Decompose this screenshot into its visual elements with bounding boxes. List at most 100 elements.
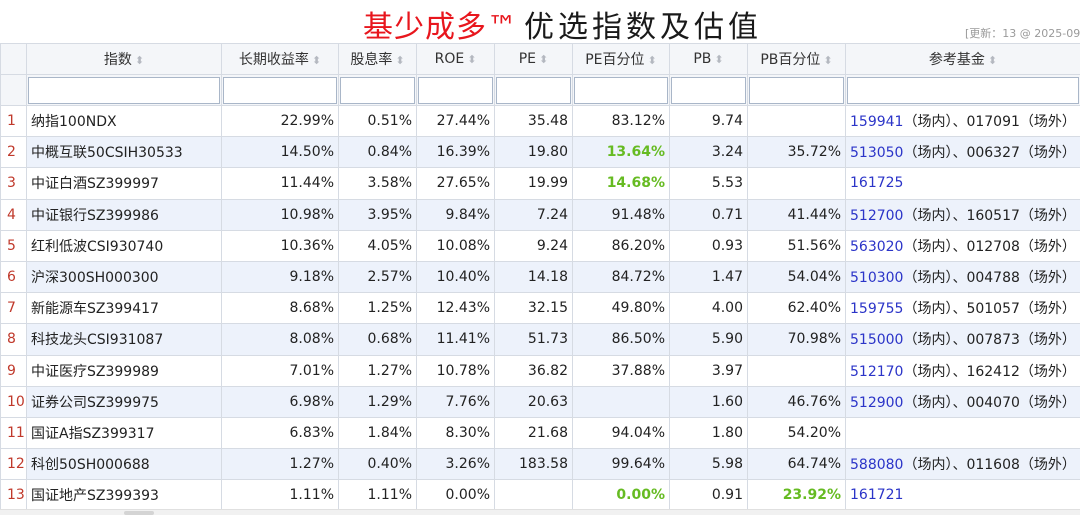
cell-pb-pct: 70.98% [747, 323, 846, 356]
fund-code-link[interactable]: 515000 [850, 332, 904, 349]
fund-code-link[interactable]: 510300 [850, 270, 904, 287]
column-header-funds[interactable]: 参考基金 ⬍ [845, 43, 1080, 75]
row-number: 12 [0, 448, 27, 481]
table-row[interactable]: 10 证券公司SZ399975 6.98% 1.29% 7.76% 20.63 1.60 46… [0, 385, 1080, 418]
cell-pb: 5.53 [669, 167, 748, 200]
table-row[interactable]: 12 科创50SH000688 1.27% 0.40% 3.26% 183.58 99.64… [0, 448, 1080, 481]
sort-arrows-icon[interactable]: ⬍ [987, 54, 998, 67]
sort-arrows-icon[interactable]: ⬍ [395, 54, 405, 67]
cell-pe-pct: 91.48% [572, 198, 670, 231]
column-header-pb_pct[interactable]: PB百分位 ⬍ [747, 43, 846, 75]
filter-row [0, 74, 1080, 106]
sort-arrows-icon[interactable]: ⬍ [467, 53, 477, 66]
fund-market-tags: （场内）、017091（场外） [903, 114, 1076, 131]
table-row[interactable]: 9 中证医疗SZ399989 7.01% 1.27% 10.78% 36.82 37.88%… [0, 354, 1080, 387]
cell-pb: 4.00 [669, 292, 748, 325]
fund-code-link[interactable]: 513050 [850, 145, 904, 162]
filter-input-pe[interactable] [496, 76, 571, 104]
column-header-long_return[interactable]: 长期收益率 ⬍ [221, 43, 339, 75]
cell-pe-pct: 99.64% [572, 448, 670, 481]
cell-roe: 16.39% [416, 136, 495, 169]
cell-reference-funds: 512900（场内）、004070（场外） [845, 385, 1080, 418]
row-number: 1 [0, 104, 27, 138]
filter-input-pb_pct[interactable] [749, 76, 844, 104]
cell-dividend: 0.40% [338, 448, 417, 481]
cell-long-return: 14.50% [221, 136, 339, 169]
sort-arrows-icon[interactable]: ⬍ [647, 54, 657, 67]
cell-pb: 1.60 [669, 385, 748, 418]
column-header-dividend[interactable]: 股息率 ⬍ [338, 43, 417, 75]
page-title: 基少成多™ 优选指数及估值 [363, 2, 762, 46]
fund-code-link[interactable]: 512170 [850, 363, 904, 380]
filter-cell-pb_pct [747, 74, 846, 106]
scrollbar-thumb[interactable] [124, 511, 154, 515]
column-header-roe[interactable]: ROE ⬍ [416, 43, 495, 75]
column-header-pe[interactable]: PE ⬍ [494, 43, 573, 75]
cell-pb-pct: 46.76% [747, 385, 846, 418]
cell-pb: 1.47 [669, 260, 748, 294]
table-row[interactable]: 3 中证白酒SZ399997 11.44% 3.58% 27.65% 19.99 14.68… [0, 167, 1080, 200]
filter-input-dividend[interactable] [340, 76, 415, 104]
cell-pe: 19.99 [494, 167, 573, 200]
filter-input-roe[interactable] [418, 76, 493, 104]
filter-input-long_return[interactable] [223, 76, 337, 104]
column-header-index[interactable]: 指数 ⬍ [26, 43, 222, 75]
table-row[interactable]: 8 科技龙头CSI931087 8.08% 0.68% 11.41% 51.73 86.50… [0, 323, 1080, 356]
filter-input-index[interactable] [28, 76, 220, 104]
column-header-label: 指数 [103, 52, 132, 68]
update-note: [更新：13 @ 2025-09 [965, 27, 1080, 40]
row-number: 4 [0, 198, 27, 231]
row-number: 13 [0, 479, 27, 509]
cell-dividend: 0.68% [338, 323, 417, 356]
fund-code-link[interactable]: 563020 [850, 238, 904, 255]
fund-code-link[interactable]: 161721 [850, 487, 904, 504]
filter-cell-dividend [338, 74, 417, 106]
filter-cell-pe [494, 74, 573, 106]
fund-code-link[interactable]: 512700 [850, 207, 904, 224]
fund-code-link[interactable]: 588080 [850, 457, 904, 474]
fund-market-tags: （场内）、501057（场外） [903, 301, 1076, 318]
fund-code-link[interactable]: 161725 [850, 175, 904, 192]
sort-arrows-icon[interactable]: ⬍ [714, 53, 724, 66]
table-row[interactable]: 6 沪深300SH000300 9.18% 2.57% 10.40% 14.18 84.72… [0, 260, 1080, 294]
table-row[interactable]: 5 红利低波CSI930740 10.36% 4.05% 10.08% 9.24 86.20… [0, 229, 1080, 262]
cell-pb-pct [747, 104, 846, 138]
sort-arrows-icon[interactable]: ⬍ [311, 54, 322, 67]
sort-arrows-icon[interactable]: ⬍ [823, 54, 833, 67]
filter-input-funds[interactable] [847, 76, 1079, 104]
filter-input-pe_pct[interactable] [574, 76, 668, 104]
cell-pb: 3.24 [669, 136, 748, 169]
cell-reference-funds: 513050（场内）、006327（场外） [845, 136, 1080, 169]
fund-market-tags: （场内）、162412（场外） [903, 363, 1076, 380]
horizontal-scrollbar[interactable] [0, 509, 1080, 515]
fund-code-link[interactable]: 512900 [850, 394, 904, 411]
table-row[interactable]: 7 新能源车SZ399417 8.68% 1.25% 12.43% 32.15 49.80%… [0, 292, 1080, 325]
fund-market-tags: （场内）、160517（场外） [903, 207, 1076, 224]
sort-arrows-icon[interactable]: ⬍ [539, 53, 549, 66]
fund-code-link[interactable]: 159941 [850, 114, 904, 131]
table-row[interactable]: 1 纳指100NDX 22.99% 0.51% 27.44% 35.48 83.12% 9.7… [0, 104, 1080, 138]
column-header-label: 参考基金 [928, 52, 985, 68]
table-row[interactable]: 4 中证银行SZ399986 10.98% 3.95% 9.84% 7.24 91.48% 0… [0, 198, 1080, 231]
filter-input-pb[interactable] [671, 76, 746, 104]
column-header-label: 长期收益率 [238, 52, 309, 68]
cell-pb-pct [747, 167, 846, 200]
column-header-pb[interactable]: PB ⬍ [669, 43, 748, 75]
cell-roe: 7.76% [416, 385, 495, 418]
cell-roe: 12.43% [416, 292, 495, 325]
table-row[interactable]: 11 国证A指SZ399317 6.83% 1.84% 8.30% 21.68 94.04%… [0, 416, 1080, 450]
cell-pe-pct: 37.88% [572, 354, 670, 387]
table-row[interactable]: 2 中概互联50CSIH30533 14.50% 0.84% 16.39% 19.80 13… [0, 136, 1080, 169]
fund-market-tags: （场内）、007873（场外） [903, 332, 1076, 349]
cell-pb: 5.98 [669, 448, 748, 481]
column-header-label: 股息率 [350, 52, 393, 68]
column-header-label: PE百分位 [585, 52, 645, 68]
fund-code-link[interactable]: 159755 [850, 301, 904, 318]
filter-cell-funds [845, 74, 1080, 106]
filter-cell-long_return [221, 74, 339, 106]
cell-dividend: 1.27% [338, 354, 417, 387]
sort-arrows-icon[interactable]: ⬍ [134, 54, 145, 67]
cell-roe: 11.41% [416, 323, 495, 356]
column-header-pe_pct[interactable]: PE百分位 ⬍ [572, 43, 670, 75]
table-row[interactable]: 13 国证地产SZ399393 1.11% 1.11% 0.00% 0.00% 0.91 23… [0, 479, 1080, 509]
